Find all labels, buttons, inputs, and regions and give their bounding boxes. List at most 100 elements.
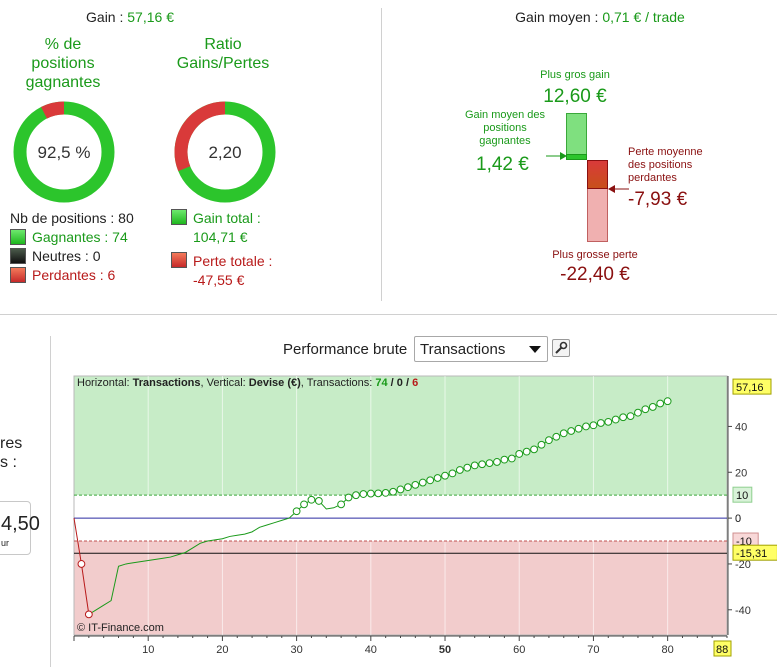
chart-header: Horizontal: Transactions, Vertical: Devi… bbox=[77, 377, 418, 389]
x-tick-label: 80 bbox=[662, 644, 674, 656]
profit-zone bbox=[74, 376, 727, 496]
data-point bbox=[530, 445, 538, 454]
x-tick-label: 10 bbox=[142, 644, 154, 656]
arrow-right-icon bbox=[546, 152, 567, 160]
gain-moyen-positions-label-line: Gain moyen des bbox=[464, 109, 546, 121]
x-tick-label: 60 bbox=[513, 644, 525, 656]
ratio-title-line: Gains/Pertes bbox=[176, 55, 270, 72]
badge-min-bg bbox=[732, 544, 777, 561]
data-point bbox=[589, 421, 598, 430]
left-partial-sub: ur bbox=[1, 538, 10, 548]
gain-total-swatch-icon bbox=[171, 209, 187, 225]
gain-moyen-positions-label-line: positions bbox=[483, 122, 527, 134]
y-zero-label: 0 bbox=[735, 513, 741, 525]
chart-v-value: Devise (€) bbox=[248, 377, 301, 389]
data-point bbox=[411, 480, 420, 489]
data-point bbox=[656, 399, 665, 408]
data-point bbox=[567, 427, 576, 435]
pct-title: % de positions gagnantes bbox=[8, 35, 118, 92]
data-point bbox=[663, 397, 672, 406]
chart-wins: 74 bbox=[375, 377, 388, 389]
neutral-swatch-icon bbox=[10, 248, 26, 264]
wrench-icon bbox=[555, 341, 568, 354]
perf-title: Performance brute bbox=[283, 341, 408, 358]
gain-sep: : bbox=[115, 9, 128, 25]
transactions-select[interactable]: Transactions bbox=[414, 336, 548, 362]
plus-gros-gain-label: Plus gros gain bbox=[540, 69, 610, 81]
chart-losses: 6 bbox=[412, 377, 419, 389]
left-partial-label: res s : bbox=[0, 434, 22, 472]
data-point bbox=[574, 424, 583, 433]
data-point bbox=[292, 507, 301, 516]
ratio-donut: 2,20 bbox=[174, 101, 276, 203]
ratio-title: Ratio Gains/Pertes bbox=[163, 35, 283, 73]
perte-moyenne-value: -7,93 € bbox=[628, 189, 688, 210]
perte-moyenne-label-line: des positions bbox=[628, 159, 693, 171]
data-point bbox=[426, 476, 435, 485]
left-partial-box: 4,50 ur bbox=[0, 501, 40, 555]
data-point bbox=[448, 469, 457, 478]
nb-positions: Nb de positions : 80 bbox=[10, 210, 134, 226]
perte-totale-value: -47,55 € bbox=[193, 272, 245, 288]
data-point bbox=[433, 474, 442, 482]
plus-grosse-perte-label: Plus grosse perte bbox=[552, 249, 638, 261]
gain-header: Gain : 57,16 € bbox=[0, 9, 260, 25]
gain-moyen-value: 0,71 € / trade bbox=[602, 9, 685, 25]
data-point bbox=[418, 478, 427, 487]
data-point bbox=[641, 405, 650, 414]
settings-wrench-button[interactable] bbox=[552, 339, 570, 357]
plot-frame bbox=[73, 375, 728, 636]
gain-moyen-positions-label-line: gagnantes bbox=[479, 135, 531, 147]
x-tick-label: 40 bbox=[365, 644, 377, 656]
data-point bbox=[648, 403, 657, 411]
data-point bbox=[366, 489, 375, 498]
pct-title-line: % de bbox=[44, 36, 82, 53]
perte-moyenne-label-line: perdantes bbox=[628, 172, 677, 184]
perte-moyenne-bar bbox=[587, 160, 608, 189]
plus-grosse-perte-value: -22,40 € bbox=[560, 264, 630, 285]
gain-total: Gain total : 104,71 € bbox=[193, 209, 261, 247]
data-point bbox=[515, 450, 524, 458]
y-tick-label: -20 bbox=[735, 559, 751, 571]
chart-slash: / bbox=[402, 377, 413, 389]
chart-slash: / bbox=[387, 377, 397, 389]
perdantes: Perdantes : 6 bbox=[32, 267, 116, 283]
badge-upper: 10 bbox=[736, 490, 748, 502]
ratio-title-line: Ratio bbox=[204, 36, 242, 53]
badge-count-bg bbox=[713, 640, 732, 657]
data-point bbox=[522, 447, 531, 456]
data-point bbox=[359, 490, 368, 498]
gain-total-label: Gain total : bbox=[193, 210, 261, 226]
plus-gros-gain-bar bbox=[566, 113, 587, 160]
y-tick-label: 20 bbox=[735, 467, 747, 479]
data-point bbox=[381, 488, 390, 497]
gain-moyen-positions-value: 1,42 € bbox=[476, 154, 529, 175]
neutres: Neutres : 0 bbox=[32, 248, 101, 264]
ratio-donut-loss-arc bbox=[174, 101, 226, 172]
data-point bbox=[344, 493, 353, 502]
left-divider bbox=[50, 336, 51, 667]
badge-last-bg bbox=[732, 378, 772, 395]
data-point bbox=[611, 415, 620, 424]
arrow-left-icon bbox=[608, 185, 629, 193]
x-tick-label: 20 bbox=[216, 644, 228, 656]
data-point bbox=[337, 500, 346, 509]
x-tick-label: 70 bbox=[587, 644, 599, 656]
data-point bbox=[493, 458, 501, 466]
data-point bbox=[314, 497, 323, 505]
gain-moyen-label: Gain moyen bbox=[515, 9, 591, 25]
data-point bbox=[455, 466, 464, 474]
data-point bbox=[470, 461, 479, 470]
section-divider bbox=[0, 314, 777, 315]
perte-moyenne-label-line: Perte moyenne bbox=[628, 146, 703, 158]
perte-totale: Perte totale : -47,55 € bbox=[193, 252, 272, 290]
chart-t-label: , Transactions: bbox=[300, 377, 376, 389]
data-point bbox=[441, 471, 449, 480]
loss-point bbox=[84, 610, 93, 619]
badge-count: 88 bbox=[716, 644, 728, 656]
data-point bbox=[537, 440, 546, 449]
perte-totale-swatch-icon bbox=[171, 252, 187, 268]
plus-gros-gain-value: 12,60 € bbox=[543, 86, 607, 107]
